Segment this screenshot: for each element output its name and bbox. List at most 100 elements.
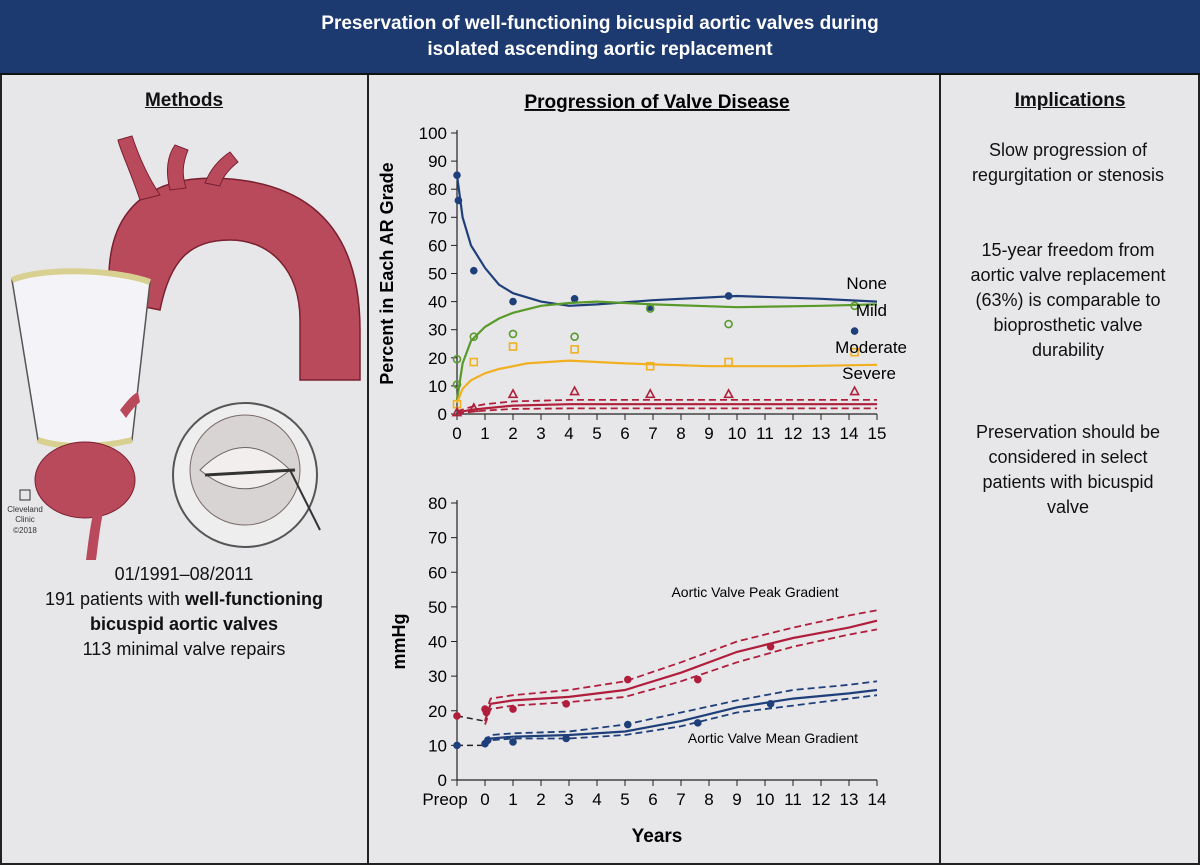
- suture-line: [10, 268, 151, 285]
- ci-upper: [484, 680, 878, 743]
- credit: Clinic: [15, 515, 35, 524]
- x-tick-label: 3: [536, 424, 545, 443]
- point: [645, 361, 655, 371]
- point: [570, 294, 579, 303]
- x-tick-label: 5: [620, 790, 629, 809]
- series-label: Aortic Valve Peak Gradient: [671, 584, 838, 600]
- point: [509, 705, 517, 713]
- x-tick-label: 4: [564, 424, 573, 443]
- point: [562, 700, 571, 708]
- instrument: [204, 468, 296, 477]
- y-tick-label: 20: [428, 349, 447, 368]
- y-tick-label: 60: [428, 563, 447, 582]
- y-tick-label: 0: [438, 771, 447, 790]
- series-label: Mild: [856, 301, 887, 320]
- illustration: Cleveland Clinic ©2018: [7, 135, 361, 560]
- point: [570, 332, 579, 342]
- x-tick-label: 5: [592, 424, 601, 443]
- point: [508, 329, 518, 339]
- header-title: Preservation of well-functioning bicuspi…: [321, 12, 879, 60]
- x-tick-label: 9: [732, 790, 741, 809]
- x-axis-label: Years: [632, 826, 683, 847]
- x-tick-label: 3: [564, 790, 573, 809]
- x-tick-label: 8: [676, 424, 685, 443]
- fit-line: [483, 619, 878, 722]
- x-tick-label: 0: [452, 424, 461, 443]
- ci-lower: [484, 694, 878, 748]
- aortic-root: [34, 441, 136, 519]
- series-label: Aortic Valve Mean Gradient: [688, 730, 858, 746]
- fit-line: [484, 688, 878, 747]
- ci-upper: [456, 399, 877, 413]
- repairs: 113 minimal valve repairs: [82, 639, 286, 659]
- y-tick-label: 80: [428, 494, 447, 513]
- branch-vessel: [117, 135, 161, 201]
- credit: ©2018: [13, 526, 37, 535]
- point: [469, 266, 478, 275]
- logo: [19, 489, 31, 501]
- y-tick-label: 90: [428, 152, 447, 171]
- x-tick-label: 12: [784, 424, 803, 443]
- point: [507, 388, 519, 399]
- aortic-arch: [108, 177, 361, 381]
- x-tick-label: 0: [480, 790, 489, 809]
- x-tick-label: 7: [676, 790, 685, 809]
- point: [693, 719, 702, 727]
- header: Preservation of well-functioning bicuspi…: [0, 0, 1200, 75]
- point: [508, 342, 518, 351]
- point: [723, 388, 734, 399]
- x-tick-label: Preop: [422, 790, 467, 809]
- series-label: Moderate: [835, 338, 907, 357]
- point: [570, 345, 579, 354]
- y-tick-label: 20: [428, 702, 447, 721]
- x-tick-label: 2: [508, 424, 517, 443]
- x-tick-label: 14: [840, 424, 859, 443]
- ci-upper: [484, 609, 878, 715]
- y-axis-label: Percent in Each AR Grade: [377, 162, 397, 384]
- x-tick-label: 2: [536, 790, 545, 809]
- x-tick-label: 1: [480, 424, 489, 443]
- x-tick-label: 11: [756, 424, 774, 443]
- patients-bold: well-functioning bicuspid aortic valves: [89, 589, 324, 634]
- patients: 191 patients with well-functioning bicus…: [24, 587, 344, 637]
- fit-line: [455, 300, 878, 401]
- x-tick-label: 10: [756, 790, 775, 809]
- series-label: Severe: [842, 364, 896, 383]
- y-tick-label: 50: [428, 265, 447, 284]
- x-tick-label: 4: [592, 790, 601, 809]
- y-tick-label: 50: [428, 598, 447, 617]
- x-tick-label: 14: [868, 790, 887, 809]
- ci-lower: [484, 628, 878, 725]
- x-tick-label: 7: [648, 424, 657, 443]
- point: [509, 297, 517, 306]
- y-tick-label: 0: [438, 405, 447, 424]
- point: [451, 406, 463, 417]
- x-tick-label: 15: [868, 424, 887, 443]
- point: [469, 332, 479, 342]
- point: [482, 708, 491, 717]
- point: [569, 385, 580, 396]
- point: [645, 304, 655, 313]
- x-tick-label: 13: [840, 790, 859, 809]
- fit-line: [456, 403, 877, 414]
- branch-vessel: [204, 151, 239, 187]
- patients-prefix: 191 patients with: [44, 589, 181, 609]
- dates: 01/1991–08/2011: [114, 564, 254, 584]
- point: [849, 385, 860, 396]
- y-tick-label: 70: [428, 529, 447, 548]
- implications-heading: Implications: [1014, 90, 1126, 111]
- point: [509, 738, 517, 746]
- y-tick-label: 10: [428, 377, 447, 396]
- instrument: [289, 469, 321, 531]
- y-tick-label: 100: [419, 124, 447, 143]
- x-tick-label: 8: [704, 790, 713, 809]
- point: [693, 675, 702, 684]
- point: [623, 720, 632, 729]
- point: [623, 675, 632, 684]
- methods-heading: Methods: [144, 90, 224, 111]
- chart-title: Progression of Valve Disease: [524, 92, 789, 113]
- point: [562, 734, 571, 743]
- point: [453, 171, 461, 179]
